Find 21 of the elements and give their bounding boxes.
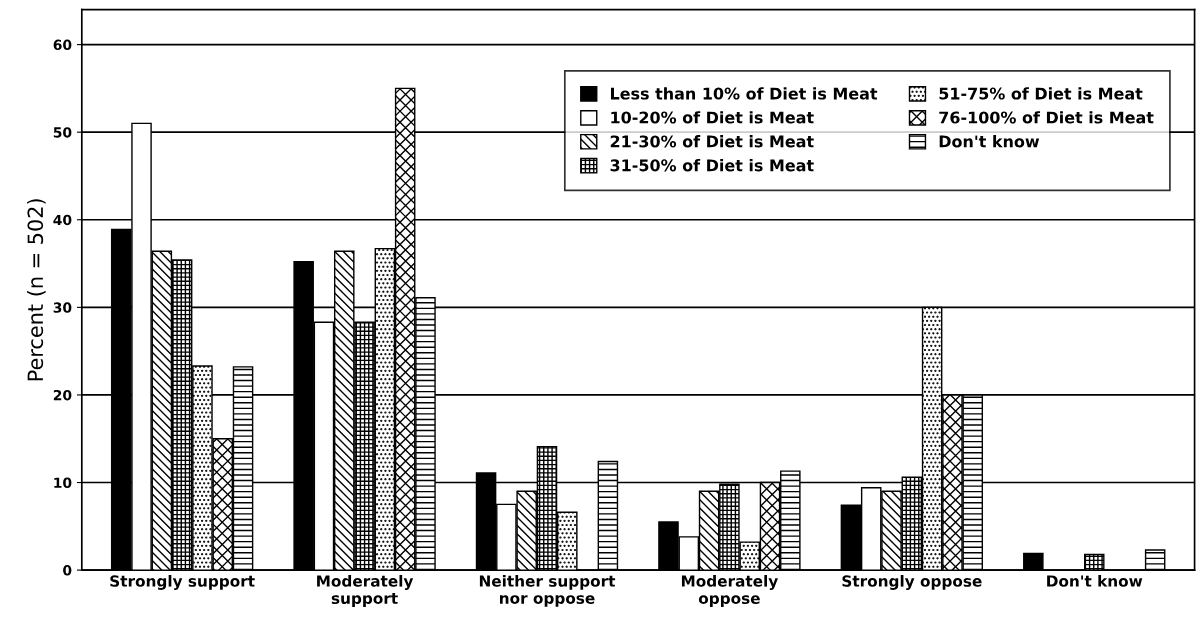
legend-label: 51-75% of Diet is Meat bbox=[939, 87, 1143, 100]
legend-label: 31-50% of Diet is Meat bbox=[610, 159, 814, 172]
y-tick-label: 30 bbox=[53, 302, 72, 313]
y-tick-label: 20 bbox=[53, 389, 72, 401]
y-tick-label: 10 bbox=[54, 477, 72, 488]
legend-label: 76-100% of Diet is Meat bbox=[939, 111, 1154, 124]
x-tick-label: Don't know bbox=[1047, 574, 1143, 587]
x-tick-label: Strongly support bbox=[110, 574, 255, 590]
y-tick-label: 50 bbox=[53, 127, 72, 138]
x-tick-label: Moderately support bbox=[317, 574, 414, 607]
legend-label: Less than 10% of Diet is Meat bbox=[611, 87, 878, 100]
x-tick-label: Strongly oppose bbox=[842, 574, 982, 590]
y-axis-title: Percent (n = 502) bbox=[27, 199, 46, 381]
x-tick-label: Neither support nor oppose bbox=[479, 574, 616, 607]
y-tick-label: 60 bbox=[53, 39, 72, 51]
legend-label: Don't know bbox=[939, 135, 1040, 148]
y-tick-label: 40 bbox=[53, 214, 72, 226]
legend-label: 10-20% of Diet is Meat bbox=[611, 111, 814, 124]
y-tick-label: 0 bbox=[63, 565, 72, 576]
legend-label: 21-30% of Diet is Meat bbox=[610, 135, 814, 148]
x-tick-label: Moderately oppose bbox=[681, 574, 778, 607]
